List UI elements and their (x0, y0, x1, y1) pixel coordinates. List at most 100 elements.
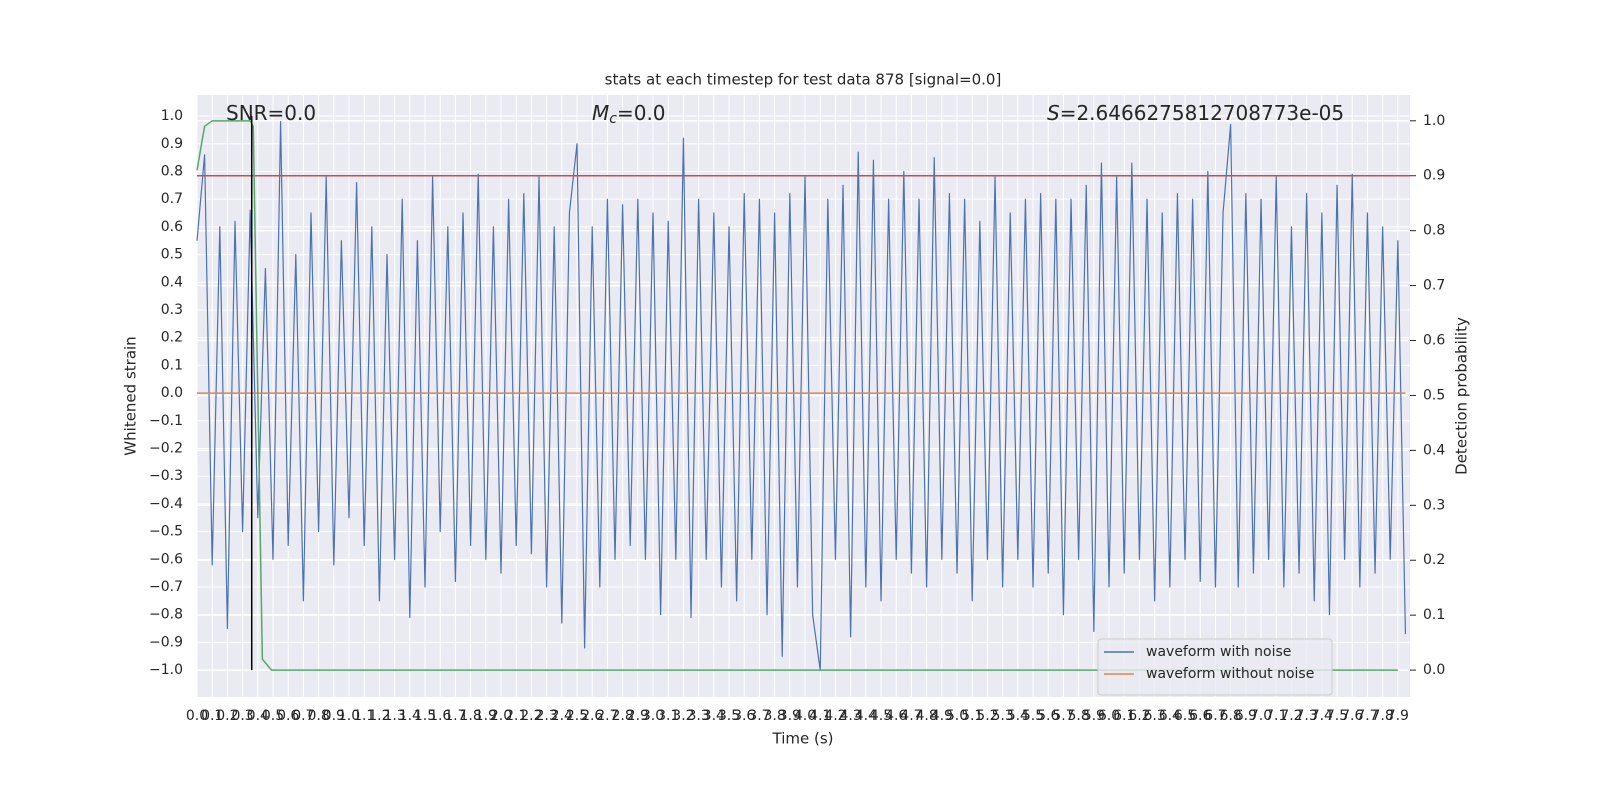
annotation-part: =0.0 (617, 101, 666, 125)
x-tick-label: 0.6 (277, 708, 299, 724)
x-tick-label: 1.5 (414, 708, 436, 724)
x-tick-label: 1.3 (383, 708, 405, 724)
x-tick-label: 6.3 (1143, 708, 1165, 724)
x-tick-label: 5.3 (991, 708, 1013, 724)
y2-tick-label: 0.9 (1423, 168, 1445, 184)
y-tick-label: 0.1 (161, 357, 183, 373)
y-tick-label: 0.3 (161, 302, 183, 318)
x-tick-label: 3.9 (779, 708, 801, 724)
x-tick-label: 3.6 (733, 708, 755, 724)
x-tick-label: 4.7 (900, 708, 922, 724)
x-tick-label: 5.6 (1037, 708, 1059, 724)
x-tick-label: 3.4 (703, 708, 725, 724)
legend: waveform with noise waveform without nois… (1097, 638, 1333, 696)
y2-tick-label: 0.1 (1423, 607, 1445, 623)
annotation: SNR=0.0 (226, 101, 316, 125)
x-tick-label: 4.1 (809, 708, 831, 724)
x-tick-label: 5.2 (976, 708, 998, 724)
y-tick-label: 0.5 (161, 247, 183, 263)
y-tick-label: −0.6 (149, 551, 183, 567)
x-tick-label: 6.5 (1174, 708, 1196, 724)
y-tick-label: 0.6 (161, 219, 183, 235)
x-tick-label: 7.2 (1280, 708, 1302, 724)
annotation-part: c (609, 111, 617, 127)
x-tick-label: 7.5 (1326, 708, 1348, 724)
y-tick-label: −0.1 (149, 413, 183, 429)
y-tick-label: −1.0 (149, 662, 183, 678)
x-tick-label: 4.5 (870, 708, 892, 724)
x-tick-label: 5.7 (1052, 708, 1074, 724)
x-tick-label: 3.3 (687, 708, 709, 724)
x-tick-label: 7.8 (1372, 708, 1394, 724)
y-axis-label: Whitened strain (122, 336, 140, 455)
x-tick-label: 0.1 (201, 708, 223, 724)
x-tick-label: 3.8 (763, 708, 785, 724)
annotation: Mc=0.0 (592, 101, 666, 128)
x-tick-label: 7.3 (1296, 708, 1318, 724)
y2-tick-label: 0.2 (1423, 552, 1445, 568)
y-tick-label: −0.4 (149, 496, 183, 512)
x-tick-label: 5.9 (1083, 708, 1105, 724)
y2-tick-label: 0.8 (1423, 223, 1445, 239)
x-tick-label: 7.6 (1341, 708, 1363, 724)
x-tick-label: 2.4 (551, 708, 573, 724)
x-tick-label: 6.1 (1113, 708, 1135, 724)
x-tick-label: 1.8 (459, 708, 481, 724)
x-tick-label: 7.0 (1250, 708, 1272, 724)
y-tick-label: −0.7 (149, 579, 183, 595)
x-tick-label: 6.9 (1235, 708, 1257, 724)
y-tick-label: −0.2 (149, 440, 183, 456)
x-tick-label: 5.1 (961, 708, 983, 724)
y2-tick-label: 0.6 (1423, 333, 1445, 349)
y2-tick-label: 1.0 (1423, 113, 1445, 129)
x-tick-label: 4.4 (855, 708, 877, 724)
x-tick-label: 3.7 (748, 708, 770, 724)
x-tick-label: 2.0 (490, 708, 512, 724)
x-tick-label: 5.4 (1007, 708, 1029, 724)
x-tick-label: 3.0 (642, 708, 664, 724)
x-tick-label: 4.8 (915, 708, 937, 724)
y-tick-label: −0.9 (149, 634, 183, 650)
x-tick-label: 0.5 (262, 708, 284, 724)
x-tick-label: 4.9 (931, 708, 953, 724)
y2-axis-label: Detection probability (1453, 317, 1471, 475)
y-tick-label: 0.0 (161, 385, 183, 401)
y2-tick-label: 0.7 (1423, 278, 1445, 294)
x-tick-label: 6.0 (1098, 708, 1120, 724)
y-tick-label: −0.8 (149, 607, 183, 623)
x-tick-label: 1.1 (353, 708, 375, 724)
x-tick-label: 3.1 (657, 708, 679, 724)
x-tick-label: 6.8 (1220, 708, 1242, 724)
x-tick-label: 1.9 (475, 708, 497, 724)
x-tick-label: 5.5 (1022, 708, 1044, 724)
y2-tick-label: 0.3 (1423, 497, 1445, 513)
x-tick-label: 1.4 (399, 708, 421, 724)
y-tick-label: 0.4 (161, 274, 183, 290)
legend-label: waveform with noise (1146, 644, 1291, 660)
x-tick-label: 7.4 (1311, 708, 1333, 724)
series-line (196, 121, 1407, 671)
chart-title: stats at each timestep for test data 878… (605, 71, 1002, 89)
x-tick-label: 2.3 (535, 708, 557, 724)
x-tick-label: 7.1 (1265, 708, 1287, 724)
annotation: S=2.6466275812708773e-05 (1047, 101, 1344, 125)
x-tick-label: 4.6 (885, 708, 907, 724)
x-tick-label: 0.9 (323, 708, 345, 724)
y-tick-label: 0.9 (161, 136, 183, 152)
x-tick-label: 5.0 (946, 708, 968, 724)
x-tick-label: 2.8 (611, 708, 633, 724)
x-tick-label: 1.6 (429, 708, 451, 724)
x-tick-label: 2.6 (581, 708, 603, 724)
x-tick-label: 4.2 (824, 708, 846, 724)
x-tick-label: 0.4 (247, 708, 269, 724)
x-tick-label: 3.5 (718, 708, 740, 724)
y-tick-label: −0.5 (149, 524, 183, 540)
x-tick-label: 1.2 (368, 708, 390, 724)
x-tick-label: 1.0 (338, 708, 360, 724)
y2-tick-label: 0.0 (1423, 662, 1445, 678)
x-tick-label: 2.7 (596, 708, 618, 724)
annotation-part: M (592, 101, 609, 125)
x-tick-label: 6.7 (1204, 708, 1226, 724)
x-tick-label: 0.3 (231, 708, 253, 724)
